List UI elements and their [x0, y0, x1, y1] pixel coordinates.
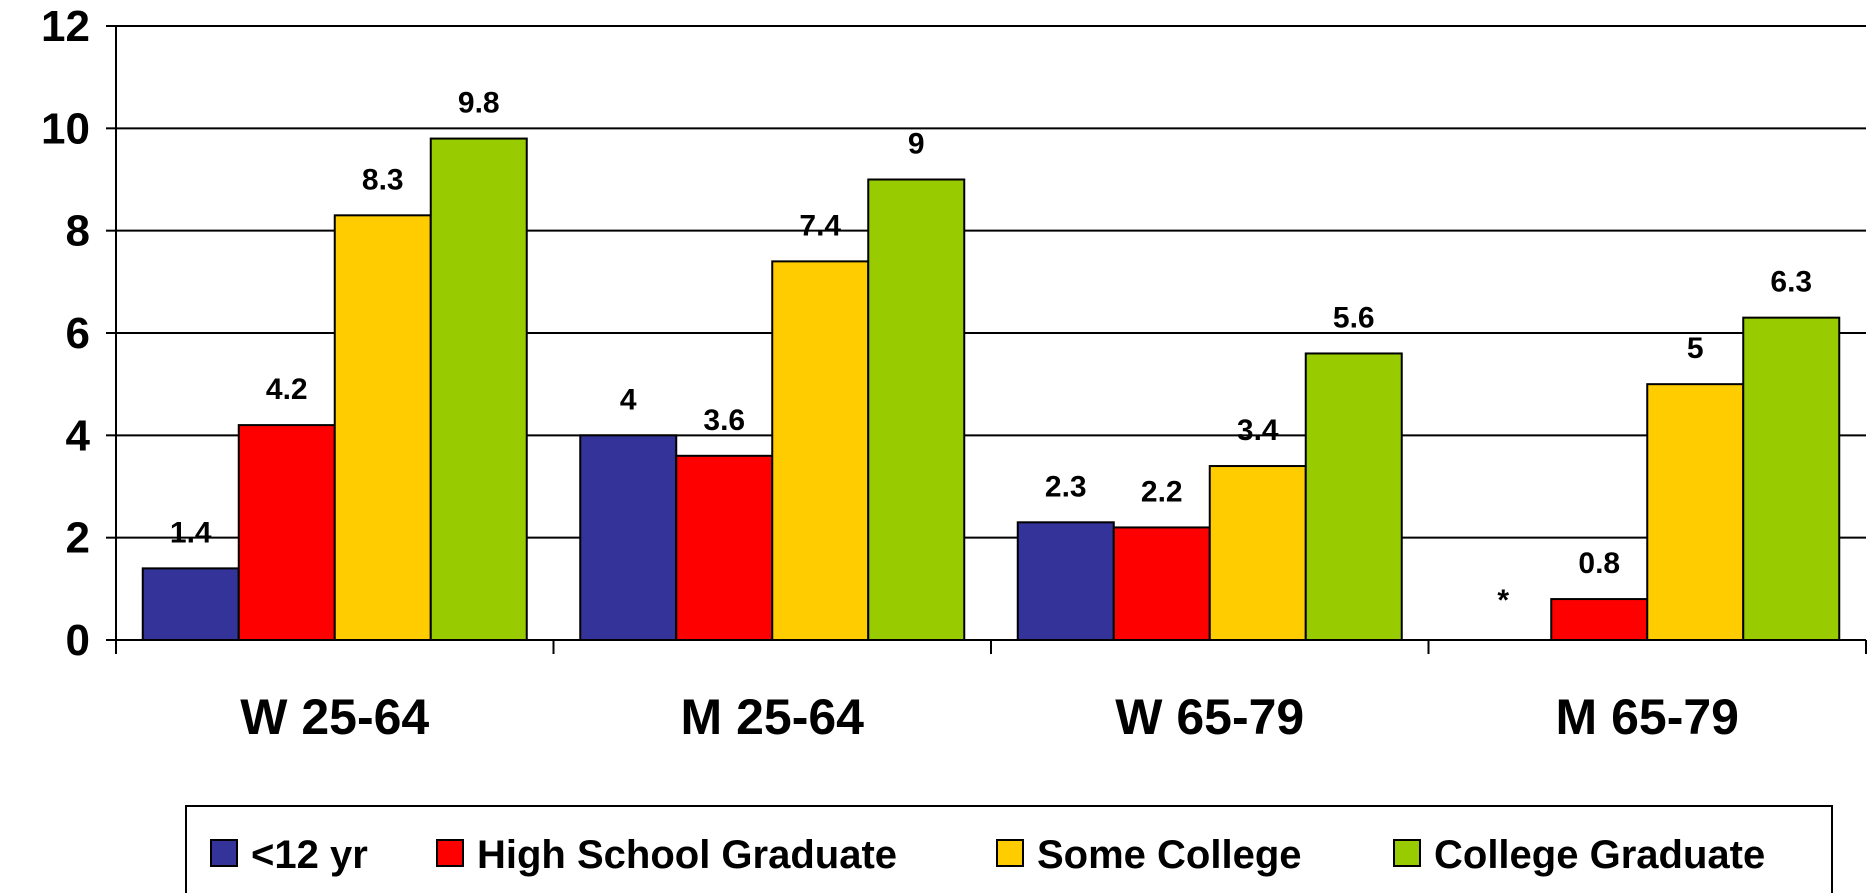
- category-label: M 25-64: [681, 689, 865, 745]
- data-label: 2.2: [1141, 475, 1183, 508]
- bar: [1646, 383, 1745, 641]
- bar: [579, 434, 678, 642]
- data-label: 3.6: [703, 404, 745, 437]
- data-label: 1.4: [170, 516, 212, 549]
- y-axis-ticks: 0 2 4 6 8 10 12: [41, 2, 116, 665]
- legend-swatch: [1393, 839, 1421, 867]
- data-label: 7.4: [799, 209, 841, 242]
- bar: [429, 137, 528, 641]
- data-label: 5.6: [1333, 301, 1375, 334]
- bar: [675, 454, 774, 641]
- data-label: 4.2: [266, 373, 308, 406]
- y-tick-label: 10: [41, 104, 90, 153]
- bar: [141, 567, 240, 641]
- x-axis-categories: W 25-64 M 25-64 W 65-79 M 65-79: [240, 689, 1739, 745]
- data-label: 4: [620, 383, 637, 416]
- data-label: 3.4: [1237, 414, 1279, 447]
- legend-label: College Graduate: [1434, 833, 1765, 877]
- bar: [1208, 465, 1307, 641]
- data-label: 9.8: [458, 87, 500, 120]
- y-tick-label: 2: [66, 514, 90, 563]
- bar: [1550, 598, 1649, 641]
- y-tick-label: 8: [66, 207, 90, 256]
- y-tick-label: 4: [66, 411, 91, 460]
- y-tick-label: 0: [66, 616, 90, 665]
- legend-label: Some College: [1037, 833, 1302, 877]
- data-label: 2.3: [1045, 470, 1087, 503]
- y-tick-label: 12: [41, 2, 90, 51]
- data-label-asterisk: *: [1497, 584, 1509, 617]
- bar: [1112, 526, 1211, 642]
- bars: [141, 137, 1841, 642]
- bar: [237, 424, 336, 641]
- category-label: W 25-64: [240, 689, 429, 745]
- bar: [1304, 352, 1403, 641]
- legend-swatch: [210, 839, 238, 867]
- data-label: 9: [908, 128, 925, 161]
- data-labels: 1.4 4 2.3 * 4.2 3.6 2.2 0.8 8.3 7.4 3.4 5 9.8 9 5.6 6.3: [170, 87, 1812, 617]
- bar: [867, 178, 966, 641]
- legend-swatch: [996, 839, 1024, 867]
- bar: [771, 260, 870, 641]
- legend: <12 yr High School Graduate Some College Co…: [185, 805, 1833, 893]
- y-tick-label: 6: [66, 309, 90, 358]
- bar: [1016, 521, 1115, 641]
- legend-swatch: [436, 839, 464, 867]
- bar: [333, 214, 432, 641]
- data-label: 5: [1687, 332, 1704, 365]
- data-label: 0.8: [1578, 547, 1620, 580]
- axes: [115, 26, 1867, 654]
- data-label: 6.3: [1770, 266, 1812, 299]
- category-label: W 65-79: [1115, 689, 1304, 745]
- legend-label: <12 yr: [251, 833, 368, 877]
- legend-label: High School Graduate: [477, 833, 897, 877]
- category-label: M 65-79: [1556, 689, 1739, 745]
- data-label: 8.3: [362, 163, 404, 196]
- bar: [1742, 316, 1841, 641]
